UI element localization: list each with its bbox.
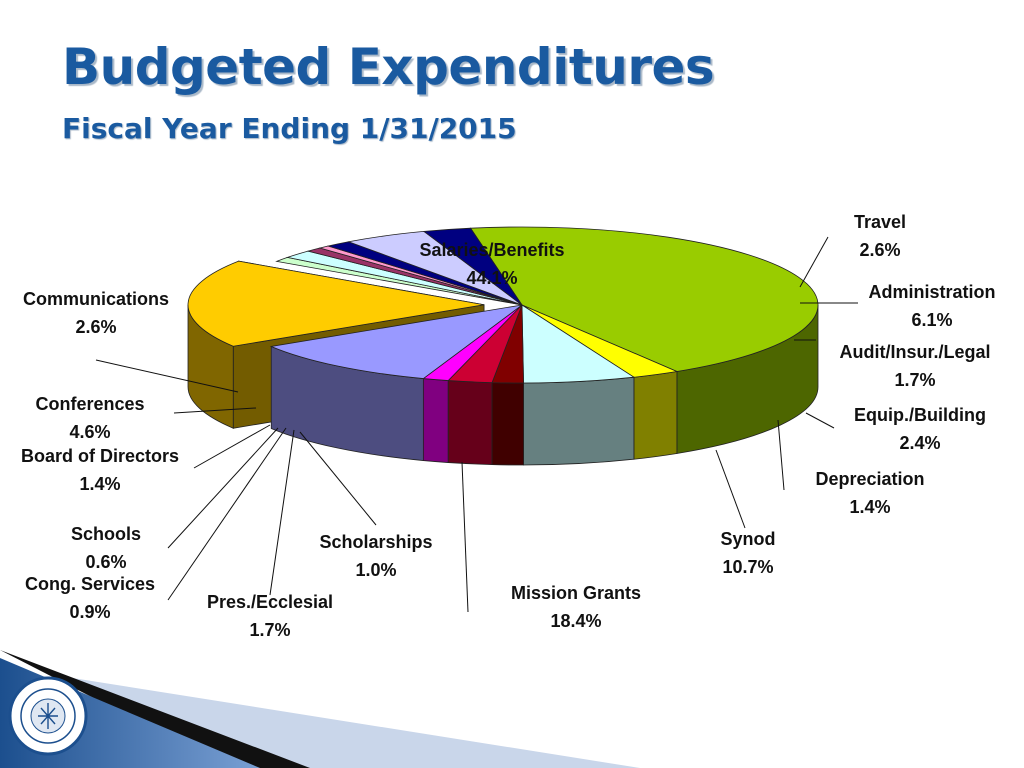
pie-tops [187,226,819,384]
slice-salaries-benefits [469,226,819,372]
slice-value-salaries-benefits: 44.1% [466,268,517,288]
slice-value-conferences: 4.6% [69,422,110,442]
slice-label-mission-grants: Mission Grants [511,583,641,603]
slice-synod [269,304,523,379]
leader-line-depreciation [777,419,785,491]
leader-line-synod [715,449,746,529]
slice-mission-grants [187,260,485,347]
slide-subtitle: Fiscal Year Ending 1/31/2015 [62,112,517,145]
slice-label-audit-insur-legal: Audit/Insur./Legal [839,342,990,362]
pie-leaders [95,236,858,613]
slice-label-synod: Synod [720,529,775,549]
leader-line-travel [799,236,829,288]
slice-label-cong-services: Cong. Services [25,574,155,594]
leader-line-pres-ecclesial [269,429,295,596]
slice-label-scholarships: Scholarships [319,532,432,552]
leader-line-board-of-directors [193,424,271,469]
slice-label-depreciation: Depreciation [815,469,924,489]
slice-value-pres-ecclesial: 1.7% [249,620,290,640]
slice-value-board-of-directors: 1.4% [79,474,120,494]
slice-value-mission-grants: 18.4% [550,611,601,631]
slice-communications [422,227,523,306]
slice-value-synod: 10.7% [722,557,773,577]
slice-label-conferences: Conferences [35,394,144,414]
slice-value-communications: 2.6% [75,317,116,337]
leader-line-conferences [173,407,257,414]
slice-value-scholarships: 1.0% [355,560,396,580]
slice-label-board-of-directors: Board of Directors [21,446,179,466]
leader-line-equip-building [805,412,835,429]
leader-line-communications [95,359,239,393]
slice-value-travel: 2.6% [859,240,900,260]
slice-label-equip-building: Equip./Building [854,405,986,425]
slice-value-audit-insur-legal: 1.7% [894,370,935,390]
footer-light-band [60,676,640,768]
slice-label-pres-ecclesial: Pres./Ecclesial [207,592,333,612]
slice-label-communications: Communications [23,289,169,309]
leader-line-scholarships [299,431,377,526]
slide-title: Budgeted Expenditures [62,38,715,96]
leader-line-schools [167,427,279,549]
church-seal-logo [8,676,88,756]
slice-value-depreciation: 1.4% [849,497,890,517]
slice-label-salaries-benefits: Salaries/Benefits [419,240,564,260]
slice-value-cong-services: 0.9% [69,602,110,622]
slice-label-administration: Administration [868,282,995,302]
footer-black-band [0,650,310,768]
leader-line-cong-services [167,427,287,601]
pie-labels: Salaries/Benefits 44.1% Travel 2.6% Administ… [21,212,996,640]
slice-value-equip-building: 2.4% [899,433,940,453]
slice-value-schools: 0.6% [85,552,126,572]
slice-label-schools: Schools [71,524,141,544]
leader-line-mission-grants [461,461,469,613]
slice-label-travel: Travel [854,212,906,232]
slice-value-administration: 6.1% [911,310,952,330]
